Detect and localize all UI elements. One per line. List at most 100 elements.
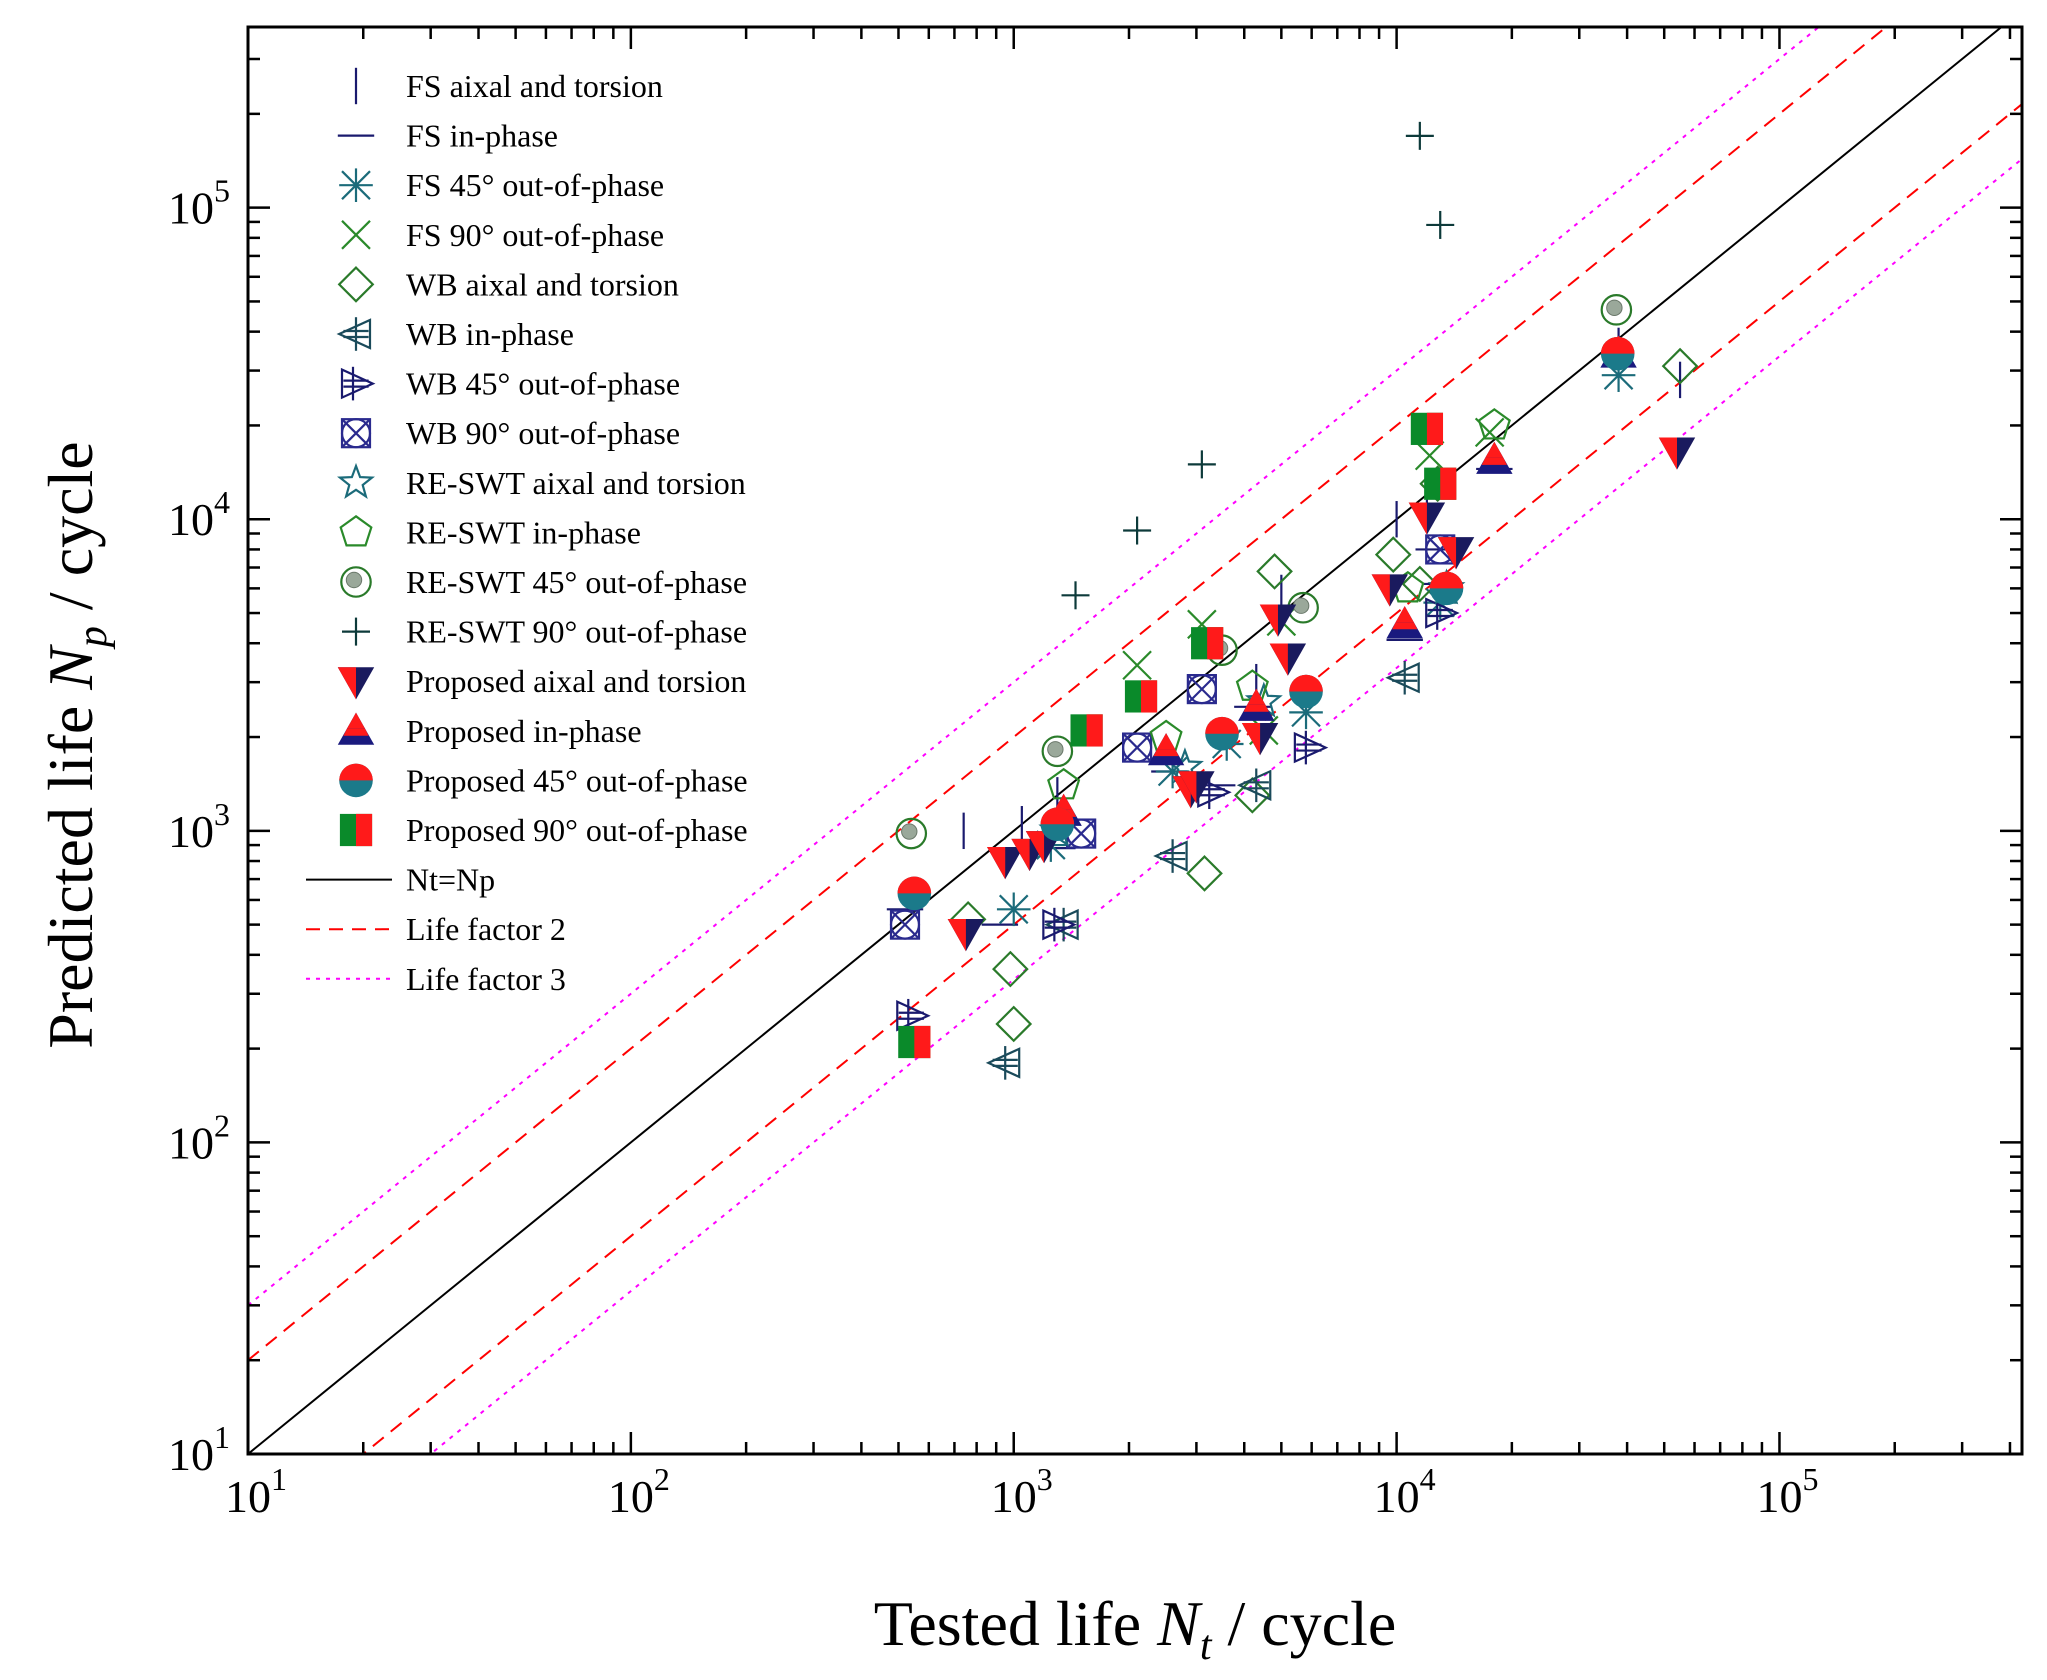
series-14: [897, 336, 1635, 911]
data-point: [1386, 606, 1423, 639]
legend-label: Life factor 3: [406, 961, 566, 997]
data-point: [1122, 732, 1153, 763]
series-4: [949, 347, 1699, 1043]
legend-label: RE-SWT aixal and torsion: [406, 465, 746, 501]
data-point: [1153, 839, 1188, 873]
series-0: [962, 327, 1682, 850]
data-point: [1123, 516, 1152, 545]
data-point: [1410, 412, 1444, 445]
series-12: [947, 437, 1696, 952]
data-point: [1476, 441, 1513, 474]
legend-marker: [341, 220, 371, 250]
legend-marker: [337, 462, 375, 499]
legend-marker: [340, 418, 372, 449]
data-point: [1658, 437, 1696, 470]
x-tick-label: 105: [1756, 1461, 1818, 1522]
data-point: [1187, 450, 1216, 479]
data-point: [1191, 627, 1224, 660]
series-11: [1061, 121, 1455, 610]
plot-frame: [246, 25, 2024, 1456]
data-point: [1429, 571, 1464, 606]
legend-label: Proposed 90° out-of-phase: [406, 812, 748, 848]
x-axis-title: Tested life Nt / cycle: [874, 1588, 1397, 1673]
data-point: [1238, 688, 1275, 721]
series-15: [898, 412, 1457, 1059]
legend-label: FS aixal and torsion: [406, 68, 663, 104]
ref-line: [248, 27, 1821, 1307]
data-point: [987, 847, 1024, 880]
series-13: [1045, 335, 1637, 826]
legend-label: FS in-phase: [406, 118, 558, 154]
legend-label: Proposed aixal and torsion: [406, 663, 746, 699]
data-point: [1269, 643, 1307, 676]
data-point: [1124, 680, 1158, 713]
data-point: [1477, 407, 1511, 440]
data-point: [996, 892, 1031, 927]
data-point: [1256, 553, 1293, 590]
data-point: [895, 817, 928, 850]
legend-marker: [336, 317, 372, 351]
y-axis-title: Predicted life Np / cycle: [35, 441, 120, 1048]
legend-label: WB 90° out-of-phase: [406, 415, 680, 451]
series-5: [985, 660, 1420, 1080]
data-point: [1040, 807, 1075, 842]
data-point: [1289, 674, 1323, 709]
legend-marker: [339, 168, 373, 202]
data-point: [1287, 591, 1319, 624]
data-point: [1374, 536, 1412, 573]
y-tick-label: 103: [168, 796, 230, 857]
data-point: [1233, 776, 1271, 814]
data-point: [1041, 735, 1074, 768]
ref-line: [361, 103, 2022, 1454]
data-point: [1042, 907, 1077, 942]
ref-line: [429, 158, 2022, 1454]
legend-label: RE-SWT 45° out-of-phase: [406, 564, 747, 600]
data-point: [898, 1025, 931, 1059]
data-point: [1600, 336, 1635, 371]
data-point: [1070, 714, 1103, 747]
data-point: [1293, 730, 1329, 765]
x-tick-label: 104: [1374, 1461, 1436, 1522]
legend-marker: [339, 514, 373, 547]
series-1: [886, 467, 1513, 926]
series-10: [895, 294, 1633, 850]
data-point: [1061, 581, 1090, 610]
ref-line: [248, 27, 1888, 1361]
legend-label: Proposed 45° out-of-phase: [406, 762, 748, 798]
legend-marker: [337, 667, 375, 700]
legend-marker: [339, 763, 373, 798]
legend-marker: [340, 566, 372, 598]
legend-marker: [337, 266, 375, 303]
data-point: [897, 876, 932, 911]
data-point: [1186, 855, 1223, 892]
legend-label: FS 45° out-of-phase: [406, 167, 664, 203]
y-tick-label: 101: [168, 1419, 230, 1480]
legend-label: Proposed in-phase: [406, 713, 642, 749]
data-point: [1122, 650, 1152, 681]
series-7: [889, 534, 1456, 940]
data-point: [995, 1005, 1033, 1043]
y-tick-label: 104: [168, 484, 230, 545]
x-tick-label: 103: [991, 1461, 1053, 1522]
legend-label: Life factor 2: [406, 911, 566, 947]
legend-marker: [339, 813, 373, 847]
data-point: [1426, 210, 1455, 239]
axis-ticks: [246, 27, 2022, 1456]
data-series: [886, 121, 1699, 1080]
legend-label: WB 45° out-of-phase: [406, 366, 680, 402]
data-point: [1205, 716, 1239, 751]
x-tick-label: 101: [225, 1461, 287, 1522]
data-point: [1600, 294, 1633, 326]
data-point: [947, 918, 985, 952]
data-point: [1424, 467, 1457, 500]
data-point: [1405, 121, 1434, 150]
y-tick-label: 102: [168, 1107, 230, 1168]
legend-label: FS 90° out-of-phase: [406, 217, 664, 253]
tick-labels: 101 102 103 104 105 101 102 103 104 105: [168, 173, 1818, 1522]
data-point: [992, 950, 1029, 988]
ref-line: [248, 27, 2004, 1454]
legend-label: WB aixal and torsion: [406, 266, 679, 302]
data-point: [1408, 502, 1446, 535]
data-point: [1147, 733, 1185, 766]
